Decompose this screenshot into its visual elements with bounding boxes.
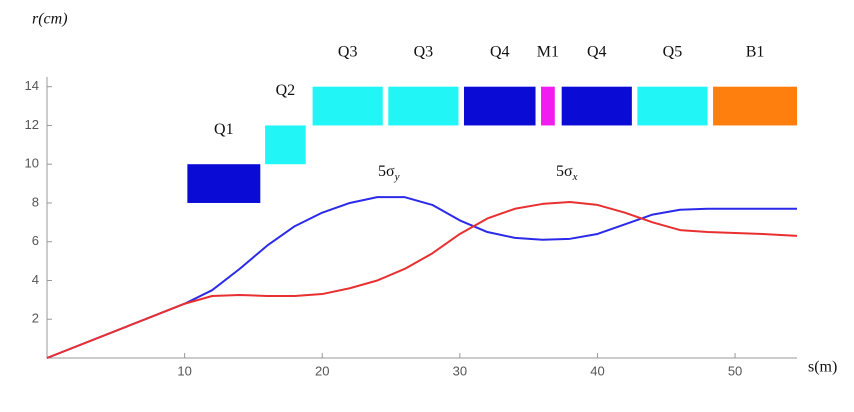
y-tick-label: 10 xyxy=(25,156,39,171)
magnet-label: Q1 xyxy=(214,121,234,138)
annotation-text: 5σ xyxy=(556,163,573,180)
y-tick-label: 4 xyxy=(32,272,39,287)
magnet-label: Q2 xyxy=(276,82,296,99)
y-tick-label: 6 xyxy=(32,233,39,248)
magnet xyxy=(265,125,306,165)
y-tick-label: 14 xyxy=(25,78,39,93)
x-axis-label: s(m) xyxy=(808,359,837,376)
magnet xyxy=(541,86,555,126)
curve xyxy=(46,200,798,359)
magnet xyxy=(637,86,708,126)
curve xyxy=(46,196,797,359)
y-tick-label: 8 xyxy=(32,194,39,209)
magnet xyxy=(463,86,536,126)
y-tick-label: 2 xyxy=(32,311,39,326)
x-tick-label: 30 xyxy=(453,363,467,378)
magnet-label: Q4 xyxy=(490,43,510,60)
magnet-label: Q4 xyxy=(587,43,607,60)
annotation-subscript: x xyxy=(572,171,578,183)
magnet-label: Q3 xyxy=(414,43,434,60)
annotation-text: 5σ xyxy=(378,163,395,180)
magnet-label: M1 xyxy=(537,43,559,60)
annotation: 5σy xyxy=(378,163,400,183)
annotation: 5σx xyxy=(556,163,578,183)
magnet xyxy=(312,86,383,126)
magnet-label: Q3 xyxy=(338,43,358,60)
annotation-subscript: y xyxy=(394,171,400,183)
x-tick-label: 40 xyxy=(590,363,604,378)
magnet xyxy=(713,86,797,126)
magnet-label: Q5 xyxy=(663,43,683,60)
x-tick-label: 20 xyxy=(315,363,329,378)
magnet xyxy=(388,86,459,126)
magnet xyxy=(561,86,632,126)
y-axis-label: r(cm) xyxy=(32,11,68,28)
y-tick-label: 12 xyxy=(25,117,39,132)
magnet-label: B1 xyxy=(746,43,765,60)
magnet xyxy=(187,164,261,203)
x-tick-label: 10 xyxy=(177,363,191,378)
x-tick-label: 50 xyxy=(728,363,742,378)
